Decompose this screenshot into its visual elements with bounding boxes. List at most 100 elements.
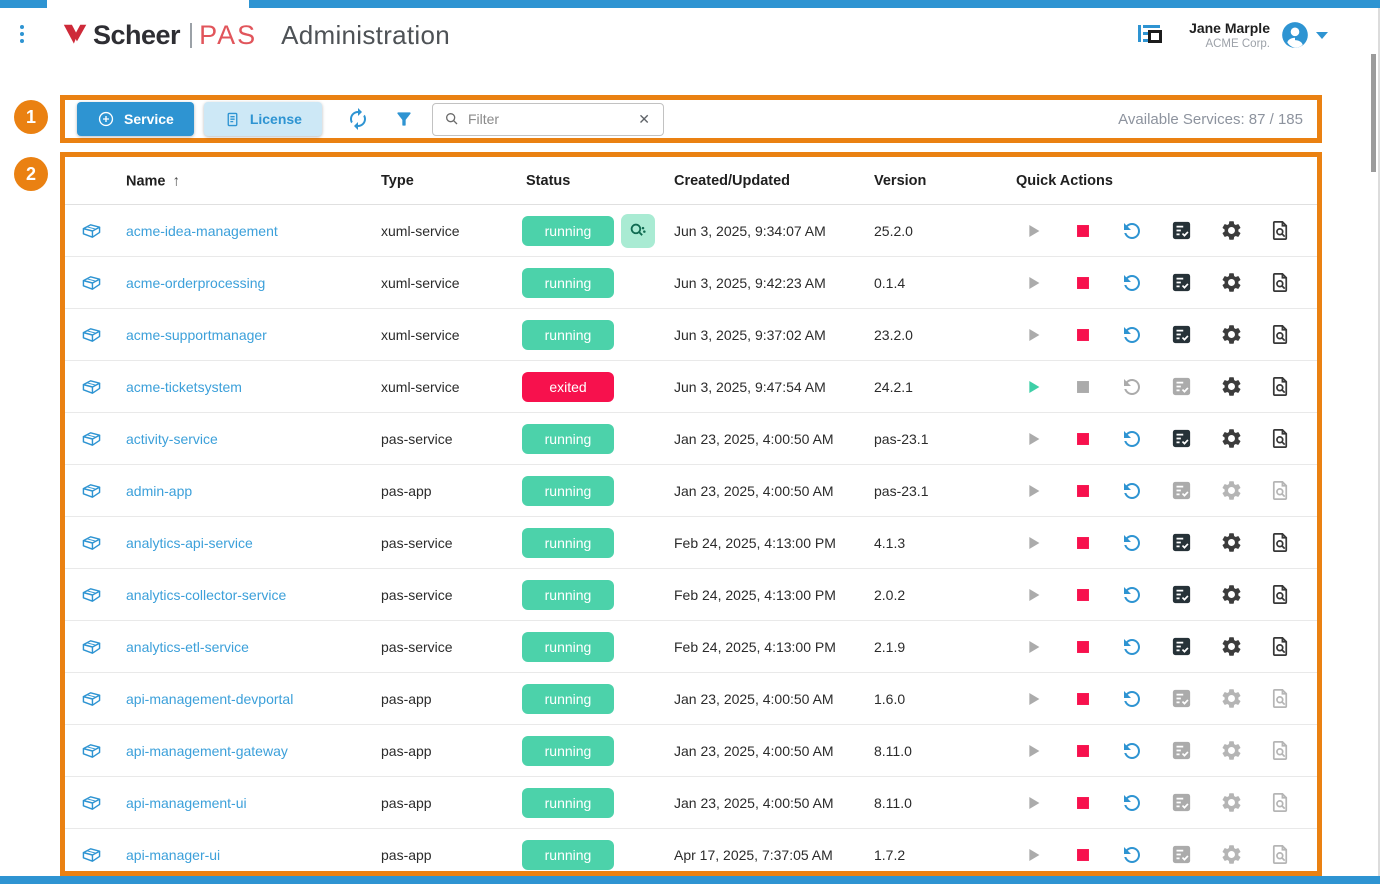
stop-service-button[interactable] <box>1071 791 1095 815</box>
log-viewer-button[interactable] <box>1269 271 1293 295</box>
settings-gear-button[interactable] <box>1219 323 1243 347</box>
log-viewer-button[interactable] <box>1269 635 1293 659</box>
service-name-link[interactable]: analytics-collector-service <box>126 586 287 603</box>
account-menu-button[interactable] <box>1281 21 1328 49</box>
service-name-link[interactable]: api-management-devportal <box>126 690 294 707</box>
settings-gear-button[interactable] <box>1219 635 1243 659</box>
restart-service-button[interactable] <box>1120 219 1144 243</box>
restart-service-button[interactable] <box>1120 271 1144 295</box>
logs-button[interactable] <box>1170 427 1194 451</box>
column-header-created[interactable]: Created/Updated <box>674 172 791 189</box>
start-service-button[interactable] <box>1021 323 1045 347</box>
stop-service-button[interactable] <box>1071 219 1095 243</box>
log-viewer-button[interactable] <box>1269 427 1293 451</box>
service-name-link[interactable]: api-management-ui <box>126 794 247 811</box>
column-header-name[interactable]: Name ↑ <box>126 172 180 189</box>
filter-input[interactable] <box>467 111 629 127</box>
settings-gear-button[interactable] <box>1219 843 1243 867</box>
service-name-link[interactable]: api-management-gateway <box>126 742 288 759</box>
settings-gear-button[interactable] <box>1219 219 1243 243</box>
settings-gear-button[interactable] <box>1219 531 1243 555</box>
stop-service-button[interactable] <box>1071 479 1095 503</box>
start-service-button[interactable] <box>1021 791 1045 815</box>
service-name-link[interactable]: analytics-etl-service <box>126 638 249 655</box>
settings-gear-button[interactable] <box>1219 479 1243 503</box>
logs-button[interactable] <box>1170 323 1194 347</box>
service-name-link[interactable]: acme-supportmanager <box>126 326 267 343</box>
start-service-button[interactable] <box>1021 531 1045 555</box>
service-name-link[interactable]: activity-service <box>126 430 218 447</box>
restart-service-button[interactable] <box>1120 687 1144 711</box>
stop-service-button[interactable] <box>1071 843 1095 867</box>
clear-filter-icon[interactable]: ✕ <box>638 111 650 127</box>
logs-button[interactable] <box>1170 843 1194 867</box>
restart-service-button[interactable] <box>1120 635 1144 659</box>
service-name-link[interactable]: admin-app <box>126 482 193 499</box>
start-service-button[interactable] <box>1021 739 1045 763</box>
column-header-version[interactable]: Version <box>874 172 927 189</box>
restart-service-button[interactable] <box>1120 791 1144 815</box>
kebab-menu-icon[interactable] <box>18 23 26 45</box>
scrollbar-thumb[interactable] <box>1371 54 1376 172</box>
log-viewer-button[interactable] <box>1269 687 1293 711</box>
stop-service-button[interactable] <box>1071 687 1095 711</box>
service-name-link[interactable]: acme-idea-management <box>126 222 278 239</box>
logs-button[interactable] <box>1170 739 1194 763</box>
column-header-status[interactable]: Status <box>526 172 571 189</box>
log-viewer-button[interactable] <box>1269 479 1293 503</box>
log-viewer-button[interactable] <box>1269 323 1293 347</box>
logs-button[interactable] <box>1170 271 1194 295</box>
log-viewer-button[interactable] <box>1269 375 1293 399</box>
refresh-list-button[interactable] <box>342 103 374 135</box>
add-service-button[interactable]: Service <box>77 102 194 136</box>
stop-service-button[interactable] <box>1071 271 1095 295</box>
active-browser-tab[interactable] <box>47 0 249 8</box>
settings-gear-button[interactable] <box>1219 427 1243 451</box>
stop-service-button[interactable] <box>1071 323 1095 347</box>
logs-button[interactable] <box>1170 375 1194 399</box>
stop-service-button[interactable] <box>1071 531 1095 555</box>
whitelabel-icon[interactable] <box>1138 24 1165 46</box>
log-viewer-button[interactable] <box>1269 791 1293 815</box>
log-viewer-button[interactable] <box>1269 739 1293 763</box>
restart-service-button[interactable] <box>1120 323 1144 347</box>
service-name-link[interactable]: acme-orderprocessing <box>126 274 266 291</box>
logs-button[interactable] <box>1170 479 1194 503</box>
logs-button[interactable] <box>1170 687 1194 711</box>
log-viewer-button[interactable] <box>1269 843 1293 867</box>
logs-button[interactable] <box>1170 531 1194 555</box>
start-service-button[interactable] <box>1021 479 1045 503</box>
restart-service-button[interactable] <box>1120 427 1144 451</box>
start-service-button[interactable] <box>1021 427 1045 451</box>
log-viewer-button[interactable] <box>1269 219 1293 243</box>
logs-button[interactable] <box>1170 791 1194 815</box>
settings-gear-button[interactable] <box>1219 739 1243 763</box>
settings-gear-button[interactable] <box>1219 583 1243 607</box>
start-service-button[interactable] <box>1021 687 1045 711</box>
start-service-button[interactable] <box>1021 635 1045 659</box>
start-service-button[interactable] <box>1021 843 1045 867</box>
stop-service-button[interactable] <box>1071 739 1095 763</box>
stop-service-button[interactable] <box>1071 375 1095 399</box>
license-button[interactable]: License <box>203 102 322 136</box>
settings-gear-button[interactable] <box>1219 687 1243 711</box>
stop-service-button[interactable] <box>1071 427 1095 451</box>
log-viewer-button[interactable] <box>1269 583 1293 607</box>
stop-service-button[interactable] <box>1071 583 1095 607</box>
log-viewer-button[interactable] <box>1269 531 1293 555</box>
restart-service-button[interactable] <box>1120 843 1144 867</box>
start-service-button[interactable] <box>1021 583 1045 607</box>
settings-gear-button[interactable] <box>1219 271 1243 295</box>
start-service-button[interactable] <box>1021 375 1045 399</box>
start-service-button[interactable] <box>1021 271 1045 295</box>
settings-gear-button[interactable] <box>1219 375 1243 399</box>
service-name-link[interactable]: analytics-api-service <box>126 534 253 551</box>
logs-button[interactable] <box>1170 583 1194 607</box>
settings-gear-button[interactable] <box>1219 791 1243 815</box>
restart-service-button[interactable] <box>1120 583 1144 607</box>
trace-analyzer-icon[interactable] <box>621 213 655 248</box>
restart-service-button[interactable] <box>1120 739 1144 763</box>
restart-service-button[interactable] <box>1120 479 1144 503</box>
service-name-link[interactable]: api-manager-ui <box>126 846 221 863</box>
logs-button[interactable] <box>1170 635 1194 659</box>
